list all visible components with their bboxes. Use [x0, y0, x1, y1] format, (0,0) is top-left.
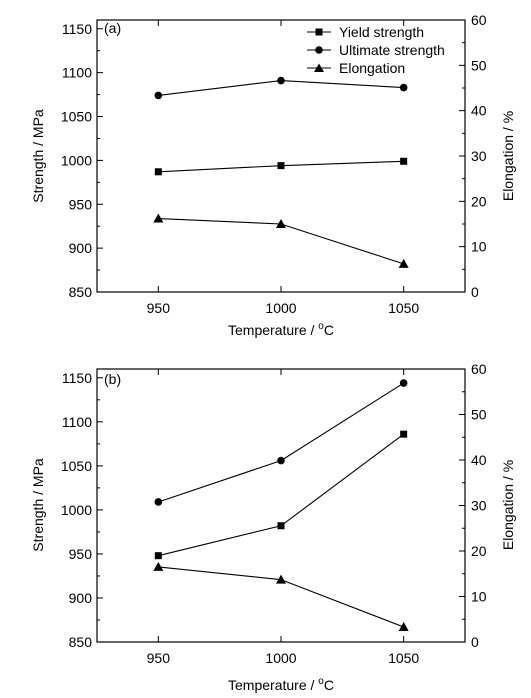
- data-point-triangle: [153, 213, 164, 223]
- y2-ticks: 0 10 20 30 40 50 60: [459, 12, 487, 300]
- legend-label: Ultimate strength: [339, 42, 445, 58]
- y2-axis-title: Elongation / %: [500, 460, 516, 550]
- degree-superscript: o: [318, 676, 324, 687]
- series-line: [158, 433, 404, 557]
- legend-label: Yield strength: [339, 24, 424, 40]
- legend-item-ultimate: Ultimate strength: [307, 42, 445, 58]
- data-point-square: [154, 168, 162, 176]
- y2-tick-label: 20: [471, 543, 487, 559]
- data-point-square: [400, 430, 408, 438]
- y2-tick-label: 40: [471, 452, 487, 468]
- series-triangle: [153, 561, 409, 631]
- y2-tick-label: 0: [471, 634, 479, 650]
- y2-tick-label: 60: [471, 361, 487, 377]
- data-point-triangle: [398, 621, 409, 631]
- y2-tick-label: 10: [471, 589, 487, 605]
- plot-frame: [96, 368, 466, 643]
- x-ticks: 950 1000 1050: [147, 369, 419, 666]
- y-tick-label: 850: [69, 634, 93, 650]
- y-axis-title: Strength / MPa: [30, 109, 46, 203]
- chart-panel-b: (b) 950 1000 1050 850900950100010501100115…: [30, 361, 516, 693]
- y-tick-label: 1100: [62, 414, 92, 430]
- y2-ticks: 0 10 20 30 40 50 60: [459, 361, 487, 650]
- y-tick-label: 1150: [62, 370, 92, 386]
- x-axis-title: Temperature / oC: [228, 676, 334, 693]
- y-tick-label: 1000: [61, 152, 92, 168]
- data-point-square: [154, 552, 162, 560]
- series-circle: [154, 76, 408, 100]
- y-tick-label: 950: [69, 546, 93, 562]
- data-point-circle: [277, 456, 285, 465]
- y-tick-label: 1000: [61, 502, 92, 518]
- x-tick-label: 950: [147, 650, 171, 666]
- x-tick-label: 1050: [388, 650, 419, 666]
- data-point-circle: [154, 91, 163, 100]
- degree-superscript: o: [318, 321, 324, 332]
- data-point-square: [277, 162, 285, 170]
- y2-tick-label: 20: [471, 193, 487, 209]
- y-tick-label: 1050: [61, 109, 92, 125]
- series-line: [158, 382, 404, 503]
- y2-tick-label: 0: [471, 284, 479, 300]
- series-group: [153, 76, 409, 268]
- plot-frame: [96, 19, 466, 293]
- panel-label: (a): [104, 20, 121, 36]
- y-ticks: 850 900 950 1000 1050 1100 1150: [61, 370, 103, 650]
- data-point-triangle: [153, 561, 164, 571]
- x-tick-label: 1000: [265, 650, 296, 666]
- data-point-circle: [154, 498, 163, 506]
- legend: Yield strength Ultimate strength Elongat…: [307, 24, 445, 76]
- data-point-triangle: [276, 219, 286, 228]
- series-group: [153, 379, 409, 631]
- chart-panel-a: (a) 950 1000 1050 850900950100010501100115…: [30, 12, 516, 338]
- y2-tick-label: 30: [471, 498, 487, 514]
- y-tick-label: 900: [69, 590, 93, 606]
- y-ticks: 850 900 950 1000 1050 1100 1150: [61, 21, 103, 300]
- data-point-circle: [399, 83, 408, 92]
- x-tick-label: 1000: [265, 300, 296, 316]
- series-square: [154, 157, 408, 176]
- y-tick-label: 1150: [62, 21, 92, 37]
- y-tick-label: 900: [69, 240, 93, 256]
- y-tick-label: 950: [69, 196, 93, 212]
- x-ticks: 950 1000 1050: [147, 20, 419, 316]
- data-point-triangle: [398, 258, 409, 268]
- y2-tick-label: 10: [471, 239, 487, 255]
- x-tick-label: 950: [147, 300, 171, 316]
- y2-tick-label: 30: [471, 148, 487, 164]
- legend-label: Elongation: [339, 60, 405, 76]
- y-tick-label: 850: [69, 284, 93, 300]
- panel-label: (b): [104, 371, 121, 387]
- y2-tick-label: 60: [471, 12, 487, 28]
- legend-item-yield: Yield strength: [307, 24, 424, 40]
- series-triangle: [153, 213, 409, 268]
- y-tick-label: 1050: [61, 458, 92, 474]
- y2-tick-label: 40: [471, 103, 487, 119]
- y2-tick-label: 50: [471, 57, 487, 73]
- data-point-square: [400, 157, 408, 165]
- data-point-circle: [277, 76, 285, 85]
- legend-item-elongation: Elongation: [307, 60, 405, 76]
- x-axis-title: Temperature / oC: [228, 321, 334, 338]
- y-tick-label: 1100: [62, 65, 92, 81]
- x-tick-label: 1050: [388, 300, 419, 316]
- y-axis-title: Strength / MPa: [30, 458, 46, 552]
- data-point-triangle: [276, 574, 286, 584]
- data-point-circle: [399, 379, 408, 387]
- series-square: [154, 430, 408, 560]
- series-circle: [154, 379, 408, 506]
- y2-tick-label: 50: [471, 407, 487, 423]
- data-point-square: [277, 522, 285, 530]
- y2-axis-title: Elongation / %: [500, 111, 516, 201]
